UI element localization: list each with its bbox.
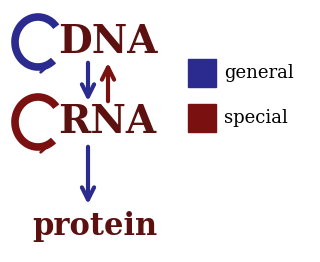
Text: special: special: [224, 109, 288, 127]
Text: DNA: DNA: [58, 23, 157, 61]
Text: general: general: [224, 64, 294, 82]
Bar: [188, 104, 216, 132]
Text: protein: protein: [32, 211, 158, 243]
Text: RNA: RNA: [58, 103, 156, 141]
Bar: [188, 59, 216, 87]
